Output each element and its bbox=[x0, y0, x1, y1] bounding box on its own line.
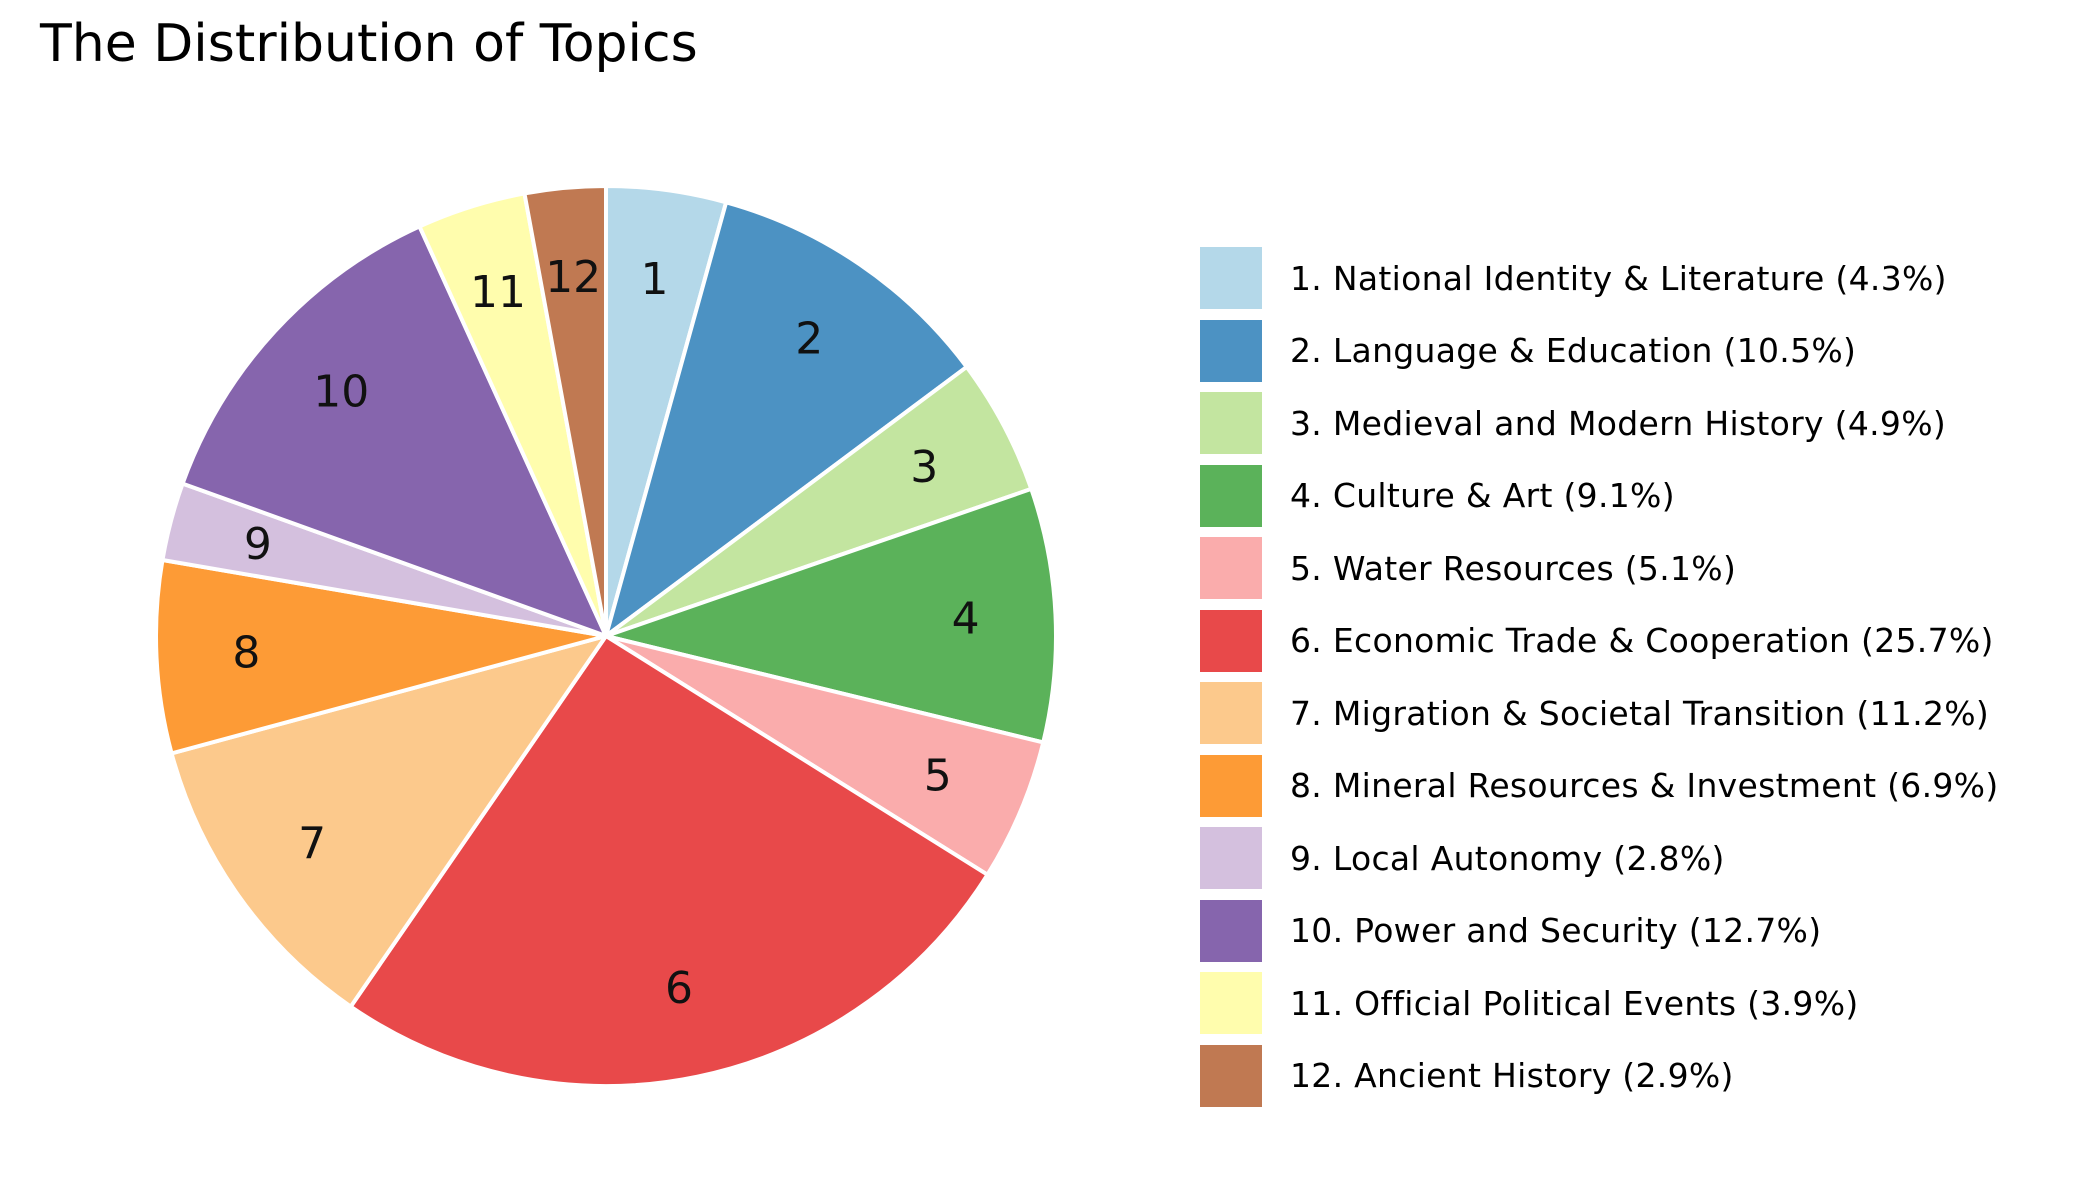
chart-title: The Distribution of Topics bbox=[40, 14, 698, 74]
legend-item: 4. Culture & Art (9.1%) bbox=[1200, 460, 1999, 533]
pie-slice-10 bbox=[180, 223, 610, 640]
legend-swatch bbox=[1200, 537, 1262, 600]
legend-label: 1. National Identity & Literature (4.3%) bbox=[1290, 258, 1947, 298]
pie-slice-12 bbox=[522, 183, 608, 637]
pie-slice-4 bbox=[598, 486, 1058, 745]
pie-slice-8 bbox=[154, 557, 607, 756]
legend-label: 8. Mineral Resources & Investment (6.9%) bbox=[1290, 766, 1999, 806]
legend-label: 10. Power and Security (12.7%) bbox=[1290, 911, 1822, 951]
pie-slice-6 bbox=[347, 633, 991, 1088]
slice-label-9: 9 bbox=[244, 519, 272, 570]
slice-label-2: 2 bbox=[795, 313, 823, 364]
legend-label: 11. Official Political Events (3.9%) bbox=[1290, 983, 1859, 1023]
slice-label-5: 5 bbox=[924, 750, 952, 801]
legend-label: 12. Ancient History (2.9%) bbox=[1290, 1056, 1734, 1096]
legend-item: 7. Migration & Societal Transition (11.2… bbox=[1200, 677, 1999, 750]
slice-label-1: 1 bbox=[641, 254, 669, 305]
legend-item: 5. Water Resources (5.1%) bbox=[1200, 532, 1999, 605]
legend-label: 3. Medieval and Modern History (4.9%) bbox=[1290, 403, 1947, 443]
legend-label: 7. Migration & Societal Transition (11.2… bbox=[1290, 693, 1990, 733]
slice-label-4: 4 bbox=[952, 594, 980, 645]
legend-item: 9. Local Autonomy (2.8%) bbox=[1200, 822, 1999, 895]
legend-swatch bbox=[1200, 682, 1262, 745]
legend-swatch bbox=[1200, 392, 1262, 455]
legend-item: 10. Power and Security (12.7%) bbox=[1200, 895, 1999, 968]
legend-swatch bbox=[1200, 1044, 1262, 1107]
legend-item: 3. Medieval and Modern History (4.9%) bbox=[1200, 387, 1999, 460]
slice-label-6: 6 bbox=[665, 963, 693, 1014]
legend-swatch bbox=[1200, 319, 1262, 382]
slice-label-7: 7 bbox=[298, 818, 326, 869]
slice-label-12: 12 bbox=[545, 252, 601, 303]
legend-label: 2. Language & Education (10.5%) bbox=[1290, 331, 1857, 371]
slice-label-11: 11 bbox=[470, 267, 526, 318]
legend-swatch bbox=[1200, 609, 1262, 672]
slice-label-10: 10 bbox=[313, 367, 369, 418]
legend-label: 9. Local Autonomy (2.8%) bbox=[1290, 838, 1725, 878]
pie-slice-2 bbox=[602, 199, 970, 642]
legend-label: 5. Water Resources (5.1%) bbox=[1290, 548, 1737, 588]
pie-slice-7 bbox=[169, 632, 611, 1010]
legend-swatch bbox=[1200, 827, 1262, 890]
pie-slice-5 bbox=[604, 634, 1046, 878]
slice-label-8: 8 bbox=[232, 628, 260, 679]
legend-item: 11. Official Political Events (3.9%) bbox=[1200, 967, 1999, 1040]
legend-item: 2. Language & Education (10.5%) bbox=[1200, 315, 1999, 388]
legend: 1. National Identity & Literature (4.3%)… bbox=[1200, 242, 1999, 1112]
legend-label: 6. Economic Trade & Cooperation (25.7%) bbox=[1290, 621, 1994, 661]
legend-item: 6. Economic Trade & Cooperation (25.7%) bbox=[1200, 605, 1999, 678]
legend-swatch bbox=[1200, 247, 1262, 310]
legend-item: 8. Mineral Resources & Investment (6.9%) bbox=[1200, 750, 1999, 823]
legend-swatch bbox=[1200, 754, 1262, 817]
legend-swatch bbox=[1200, 464, 1262, 527]
slice-label-3: 3 bbox=[910, 442, 938, 493]
legend-label: 4. Culture & Art (9.1%) bbox=[1290, 476, 1675, 516]
legend-item: 12. Ancient History (2.9%) bbox=[1200, 1040, 1999, 1113]
legend-swatch bbox=[1200, 972, 1262, 1035]
legend-item: 1. National Identity & Literature (4.3%) bbox=[1200, 242, 1999, 315]
legend-swatch bbox=[1200, 899, 1262, 962]
